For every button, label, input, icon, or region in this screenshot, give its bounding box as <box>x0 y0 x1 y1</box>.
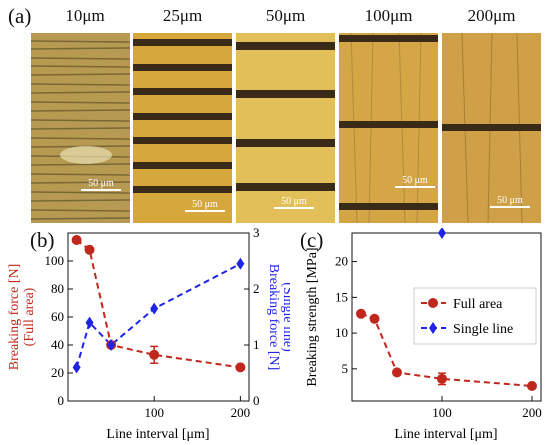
legend-full-area-marker <box>428 298 438 308</box>
legend-full-area-label: Full area <box>453 297 503 312</box>
full-area-point <box>369 313 380 324</box>
left-y-axis-sublabel: (Full area) <box>22 287 37 346</box>
breaking-strength-chart: 100 200 5 10 15 20 Full area Single line Lin… <box>305 228 542 442</box>
y-tick-label: 20 <box>335 254 348 269</box>
panel-b-letter: (b) <box>30 228 55 252</box>
left-y-tick-label: 20 <box>51 365 64 380</box>
scalebar-label: 50 μm <box>192 199 218 210</box>
scalebar-label: 50 μm <box>497 195 523 206</box>
single-line-point <box>236 257 245 270</box>
single-line-point <box>72 361 81 374</box>
left-y-axis-label: Breaking force [N] <box>7 264 22 371</box>
single-line-point <box>438 228 446 239</box>
scalebar-label: 50 μm <box>88 178 114 189</box>
y-tick-label: 15 <box>335 289 348 304</box>
single-line-point <box>107 339 116 351</box>
micrograph-200um: 50 μm <box>442 33 541 223</box>
x-tick-label: 100 <box>144 405 164 420</box>
full-area-point <box>527 380 537 391</box>
micrograph-label-200: 200μm <box>467 6 516 25</box>
full-area-point <box>356 308 366 319</box>
left-y-tick-label: 0 <box>58 393 65 408</box>
legend: Full area Single line <box>413 287 537 345</box>
single-line-line <box>75 262 241 368</box>
single-line-point <box>85 316 94 329</box>
full-area-line <box>76 239 241 369</box>
x-tick-label: 200 <box>231 405 251 420</box>
full-area-point <box>71 235 82 245</box>
micrograph-label-10: 10μm <box>65 6 105 25</box>
legend-single-line-label: Single line <box>453 322 513 337</box>
full-area-point <box>84 244 95 255</box>
full-area-point <box>437 373 447 384</box>
right-y-axis-label: Breaking force [N] <box>266 264 281 371</box>
micrograph-100um: 50 μm <box>339 33 438 223</box>
left-y-tick-label: 60 <box>51 309 64 324</box>
micrograph-50um: 50 μm <box>236 33 335 223</box>
right-y-tick-label: 1 <box>253 337 260 352</box>
left-y-tick-label: 80 <box>51 281 64 296</box>
x-axis-label: Line interval [μm] <box>394 427 497 442</box>
x-axis-label: Line interval [μm] <box>106 427 209 442</box>
panel-a-letter: (a) <box>8 4 32 28</box>
x-tick-label: 100 <box>432 405 452 420</box>
legend-single-line-marker <box>429 322 437 334</box>
y-axis-label: Breaking strength [MPa] <box>305 247 320 386</box>
right-y-tick-label: 2 <box>253 281 260 296</box>
full-area-point <box>235 362 246 373</box>
x-tick-label: 200 <box>522 405 542 420</box>
full-area-point <box>149 349 160 360</box>
scalebar-label: 50 μm <box>281 196 307 207</box>
scalebar-label: 50 μm <box>402 175 428 186</box>
single-line-point <box>150 302 159 315</box>
left-y-tick-label: 100 <box>45 253 65 268</box>
micrograph-10um: 50 μm <box>31 33 130 223</box>
y-tick-label: 10 <box>335 325 348 340</box>
right-y-tick-label: 0 <box>253 393 260 408</box>
full-area-point <box>392 367 402 378</box>
right-y-axis-sublabel: (Single line) <box>280 282 290 352</box>
y-tick-label: 5 <box>342 361 349 376</box>
plot-frame <box>351 232 542 402</box>
micrograph-label-25: 25μm <box>162 6 203 25</box>
micrograph-25um: 50 μm <box>133 33 232 223</box>
right-y-tick-label: 3 <box>253 228 260 240</box>
micrograph-label-50: 50μm <box>265 6 306 25</box>
micrograph-label-100: 100μm <box>364 6 413 25</box>
plot-frame <box>67 232 250 402</box>
breaking-force-chart: 100 200 0 20 40 60 80 100 0 1 2 3 Line interval [… <box>7 228 290 442</box>
panel-c-letter: (c) <box>300 228 324 252</box>
left-y-tick-label: 40 <box>51 337 64 352</box>
